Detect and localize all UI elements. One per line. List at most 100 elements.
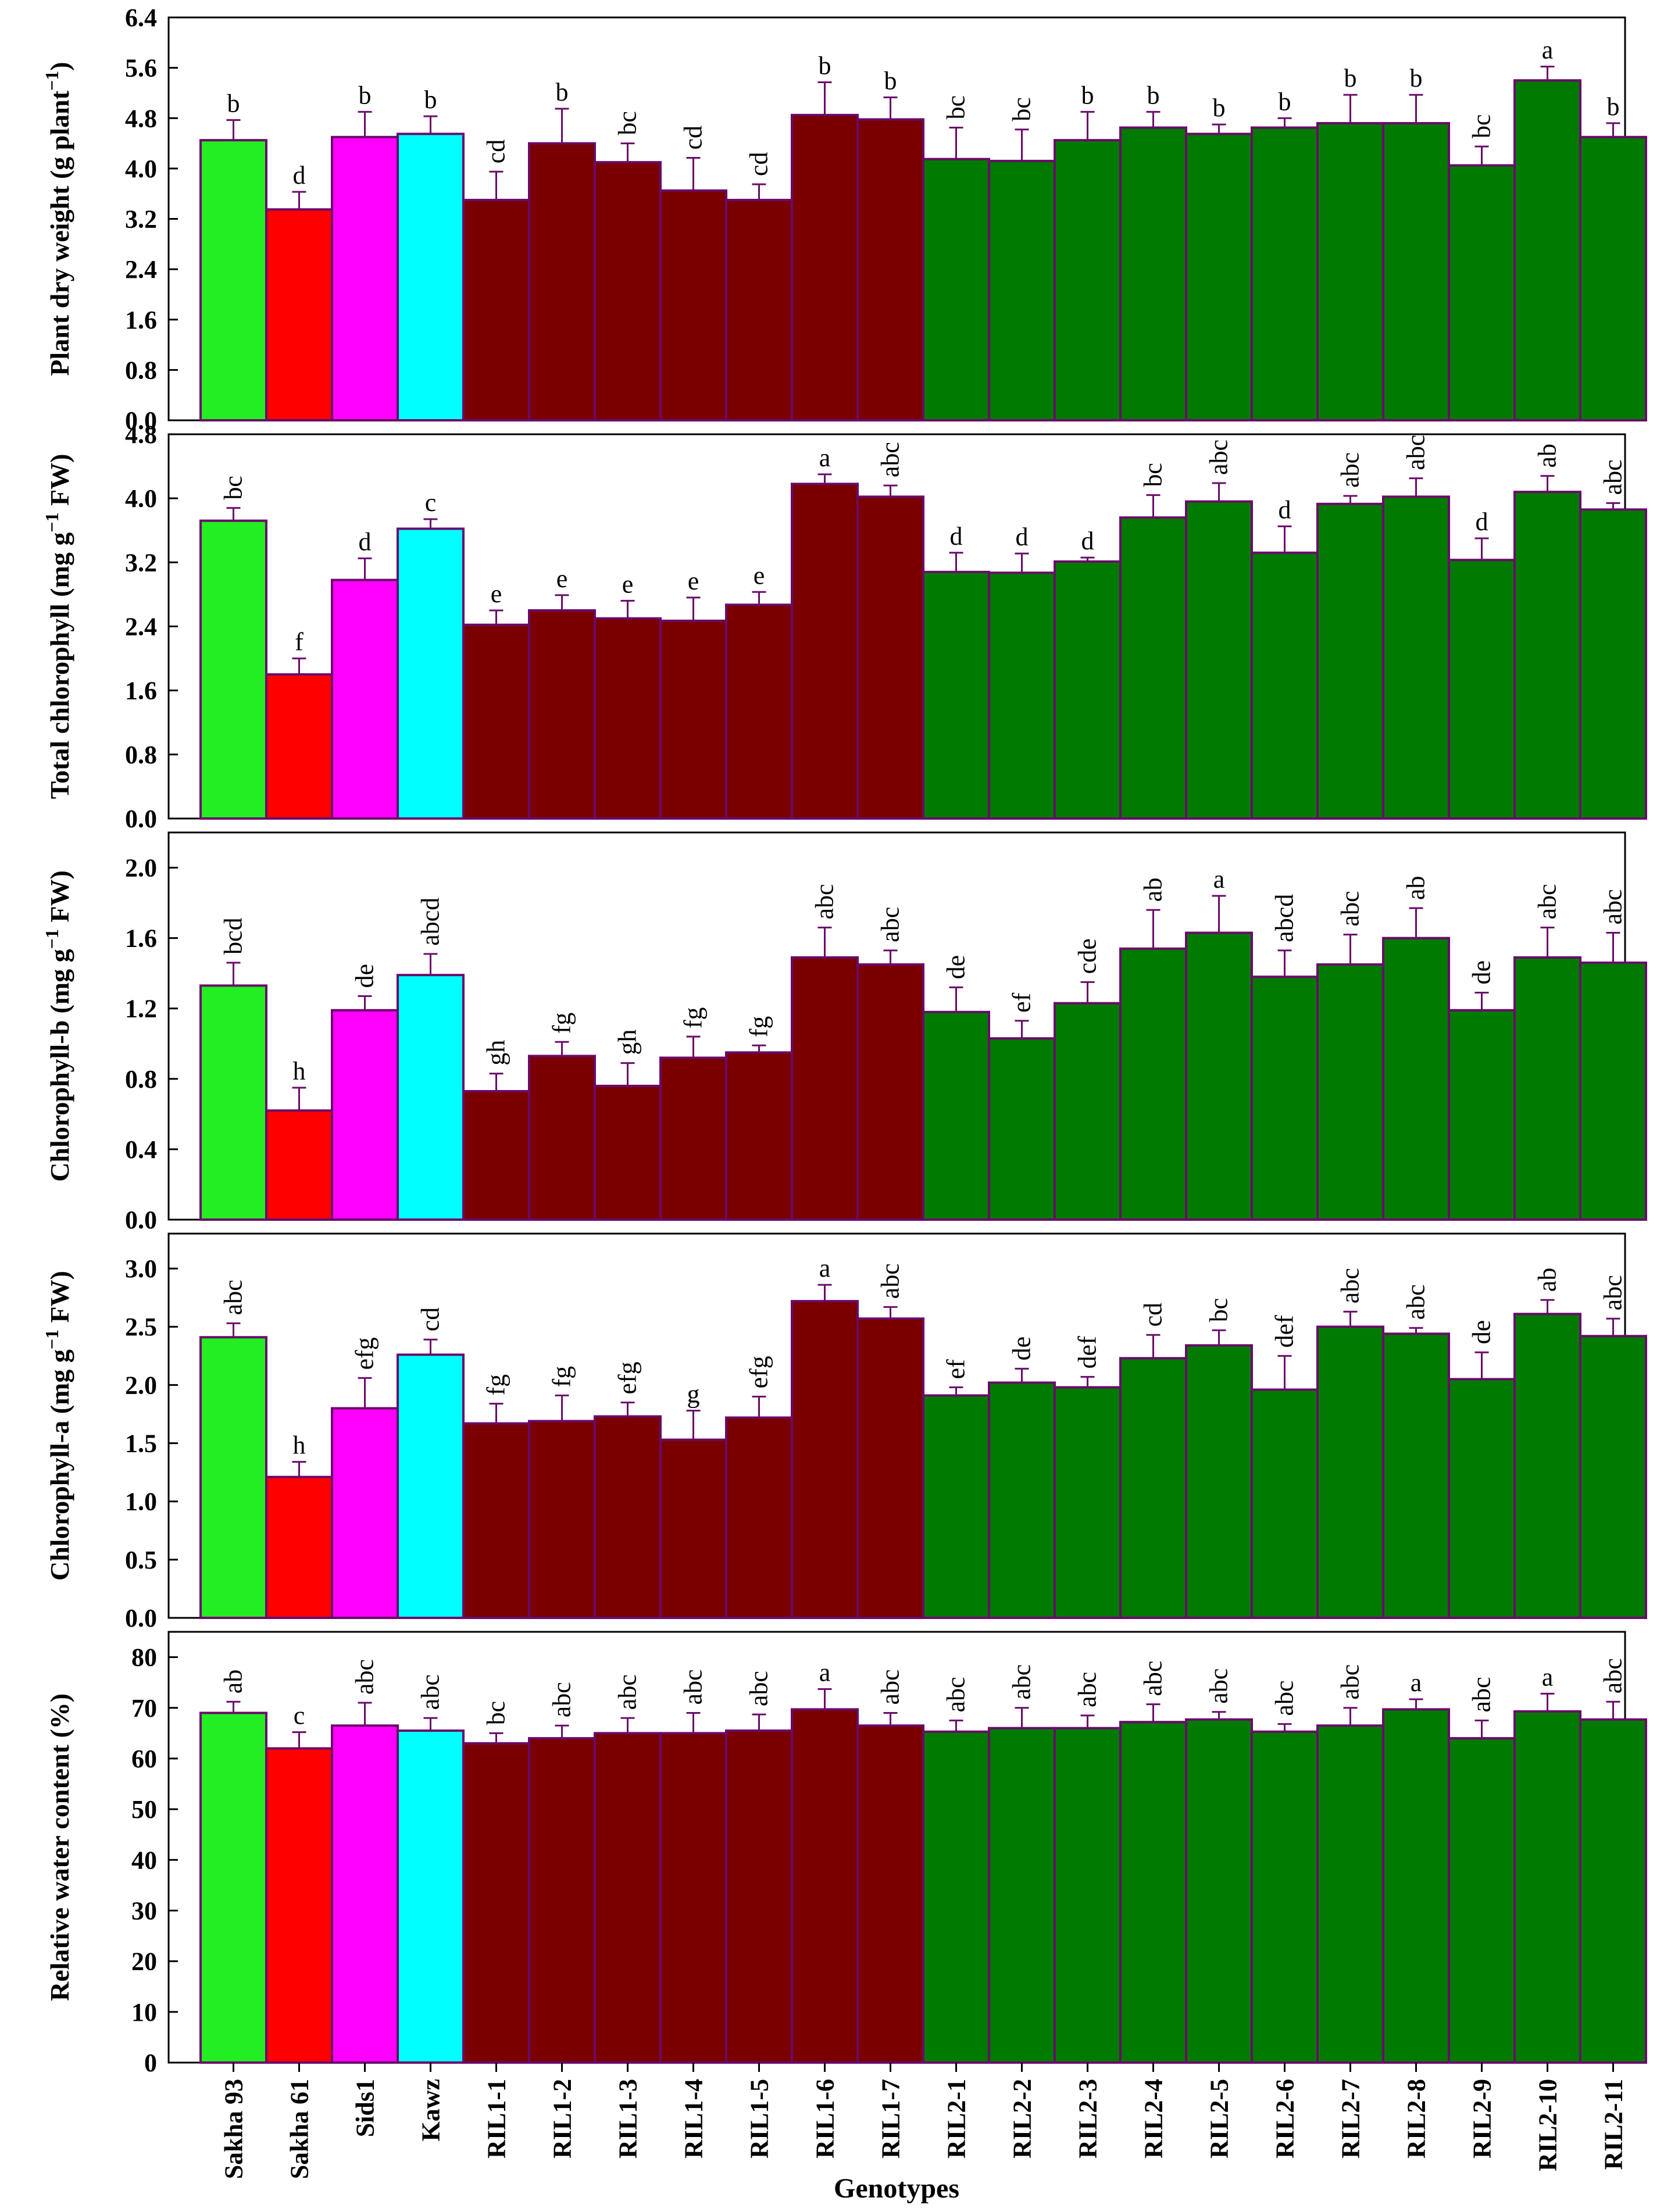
panel-5-bar (659, 1732, 727, 2064)
panel-4-bar (331, 1407, 399, 1620)
panel-3-ytick-label: 0.8 (125, 1065, 157, 1094)
x-category-label: RIL1-4 (680, 2079, 708, 2159)
panel-4-bar (397, 1353, 465, 1620)
panel-1-significance-label: b (884, 67, 897, 95)
panel-4-significance-label: abc (1336, 1268, 1365, 1303)
panel-5-significance-label: abc (679, 1669, 708, 1704)
panel-3-significance-label: abc (876, 907, 905, 942)
panel-3-significance-label: abc (1533, 884, 1562, 919)
panel-2-ytick-label: 4.0 (125, 484, 157, 513)
panel-1-significance-label: bc (1468, 114, 1496, 138)
panel-2-significance-label: d (1279, 495, 1291, 524)
panel-3-bar (1513, 956, 1581, 1221)
panel-3-significance-label: a (1213, 865, 1225, 894)
panel-1-significance-label: bc (942, 95, 970, 120)
panel-3-bar (1185, 931, 1253, 1221)
panel-3-bar (922, 1010, 990, 1221)
panel-2-bar (1251, 551, 1319, 820)
panel-5-significance-label: abc (1599, 1658, 1627, 1693)
panel-4-significance-label: de (1468, 1320, 1496, 1345)
panel-1-bar (594, 161, 662, 421)
x-category-label: RIL1-2 (548, 2079, 577, 2159)
panel-4-bar (659, 1438, 727, 1619)
panel-1-significance-label: b (819, 52, 831, 80)
panel-3-significance-label: abcd (1270, 894, 1299, 942)
panel-5-bar (791, 1708, 859, 2064)
panel-2-significance-label: bc (1139, 463, 1167, 487)
panel-2-significance-label: d (1081, 527, 1094, 555)
panel-5-significance-label: ab (219, 1670, 248, 1694)
panel-4-bar (462, 1422, 530, 1619)
panel-5-bar (265, 1747, 333, 2064)
panel-1-bar (791, 113, 859, 421)
panel-5-significance-label: abc (1139, 1661, 1167, 1696)
panel-5-bar (1054, 1727, 1122, 2064)
panel-1-ytick-label: 6.4 (125, 3, 157, 32)
x-category-label: RIL2-8 (1402, 2079, 1431, 2159)
panel-2-ytick-label: 0.8 (125, 741, 157, 769)
panel-3-bar (1251, 975, 1319, 1221)
panel-4-significance-label: fg (482, 1374, 510, 1396)
panel-2-ytick-label: 1.6 (125, 677, 157, 705)
panel-1-bar (1251, 126, 1319, 421)
panel-4-significance-label: a (819, 1254, 831, 1282)
panel-1-y-axis-title: Plant dry weight (g plant−1) (41, 62, 74, 376)
panel-3-ytick-label: 0.4 (125, 1135, 157, 1164)
panel-4-ytick-label: 2.0 (125, 1371, 157, 1399)
panel-3-significance-label: ab (1139, 878, 1167, 902)
panel-1-bar (1513, 79, 1581, 421)
panel-5-bar (1382, 1708, 1450, 2064)
x-category-label: Sakha 61 (285, 2079, 314, 2179)
panel-2-significance-label: abc (1599, 459, 1627, 495)
panel-3-significance-label: gh (482, 1040, 510, 1066)
panel-1-bar (1579, 135, 1647, 421)
panel-5-bar (988, 1727, 1056, 2064)
x-category-label: Sakha 93 (220, 2079, 248, 2179)
panel-5-significance-label: abc (1468, 1677, 1496, 1712)
panel-1-significance-label: b (1279, 87, 1291, 116)
panel-5-significance-label: abc (745, 1671, 773, 1706)
panel-4-bar (199, 1336, 267, 1620)
panel-5-bar (725, 1729, 793, 2064)
panel-3-bar (1119, 947, 1187, 1221)
panel-5-significance-label: abc (942, 1677, 970, 1712)
panel-4-bar (265, 1475, 333, 1619)
panel-2-bar (1579, 508, 1647, 820)
panel-1-bar (397, 133, 465, 421)
panel-4-significance-label: def (1270, 1315, 1299, 1348)
panel-4-significance-label: def (1073, 1336, 1102, 1369)
panel-2-significance-label: abc (1336, 452, 1365, 488)
panel-4-significance-label: efg (351, 1337, 379, 1370)
panel-2-significance-label: d (359, 527, 372, 556)
panel-5-bar (331, 1724, 399, 2064)
panel-2-significance-label: d (950, 522, 963, 551)
panel-1-bar (331, 135, 399, 421)
panel-4-bar (725, 1416, 793, 1619)
panel-1-bar (265, 208, 333, 421)
panel-4-bar (594, 1415, 662, 1620)
panel-2-bar (988, 571, 1056, 820)
panel-3-bar (1579, 962, 1647, 1221)
panel-3-significance-label: abc (1336, 891, 1365, 927)
panel-1-significance-label: bc (1008, 97, 1036, 122)
panel-2-significance-label: c (425, 488, 437, 517)
panel-3-bar (462, 1090, 530, 1221)
panel-2-bar (265, 673, 333, 820)
panel-2-significance-label: ab (1533, 444, 1562, 468)
panel-5-ytick-label: 80 (131, 1643, 157, 1672)
panel-3-bar (331, 1009, 399, 1221)
panel-1-ytick-label: 0.8 (125, 356, 157, 384)
panel-1-bar (462, 199, 530, 421)
panel-4-significance-label: efg (613, 1361, 642, 1394)
panel-1-bar (1185, 133, 1253, 421)
panel-5-ytick-label: 30 (131, 1896, 157, 1925)
panel-5-y-axis-title: Relative water content (%) (45, 1693, 74, 2001)
panel-4-y-axis-title: Chlorophyll-a (mg g−1 FW) (41, 1271, 74, 1581)
panel-4-ytick-label: 1.0 (125, 1488, 157, 1516)
x-category-label: Kawz (417, 2079, 445, 2142)
panel-3-y-axis-title: Chlorophyll-b (mg g−1 FW) (41, 870, 74, 1182)
panel-4-bar (1448, 1378, 1516, 1620)
x-category-label: RIL2-7 (1337, 2079, 1365, 2159)
panel-2-bar (1448, 559, 1516, 820)
x-category-label: RIL2-4 (1140, 2079, 1168, 2159)
